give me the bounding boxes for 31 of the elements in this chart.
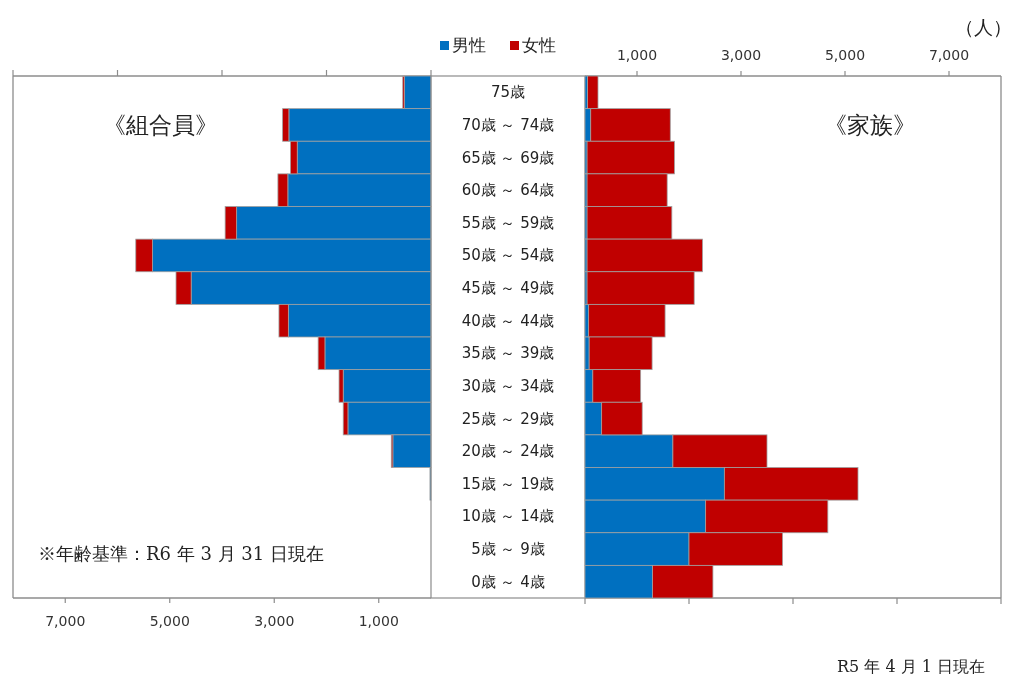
y-tick-label: 75歳 — [490, 83, 526, 102]
x-axis-title: （人） — [955, 16, 1012, 38]
y-tick-label: 70歳 ～ 74歳 — [461, 115, 555, 134]
x-tick-label: 1,000 — [358, 613, 399, 629]
y-tick-label: 25歳 ～ 29歳 — [461, 409, 555, 428]
y-tick-label: 50歳 ～ 54歳 — [461, 246, 555, 265]
y-tick-label: 60歳 ～ 64歳 — [461, 181, 555, 200]
y-tick-label: 45歳 ～ 49歳 — [461, 279, 555, 298]
annotation: ※年齢基準：R6 年 3 月 31 日現在 — [38, 543, 324, 564]
y-tick-label: 20歳 ～ 24歳 — [461, 442, 555, 461]
y-tick-label: 40歳 ～ 44歳 — [461, 311, 555, 330]
x-tick-label: 3,000 — [720, 47, 762, 63]
x-tick-label: 7,000 — [928, 47, 970, 63]
annotation: 《家族》 — [824, 112, 916, 138]
y-tick-label: 0歳 ～ 4歳 — [471, 572, 545, 591]
y-tick-label: 10歳 ～ 14歳 — [461, 507, 555, 526]
y-tick-label: 55歳 ～ 59歳 — [461, 213, 555, 232]
legend-label: 男性 — [452, 35, 486, 55]
x-tick-label: 7,000 — [45, 613, 86, 629]
legend-label: 女性 — [522, 35, 556, 55]
y-tick-label: 15歳 ～ 19歳 — [461, 474, 555, 493]
x-tick-label: 3,000 — [254, 613, 295, 629]
annotation: 《組合員》 — [102, 112, 218, 138]
x-tick-label: 5,000 — [149, 613, 190, 629]
y-tick-label: 5歳 ～ 9歳 — [471, 540, 545, 559]
text: R5 年 4 月 1 日現在 — [836, 657, 985, 676]
x-tick-label: 5,000 — [824, 47, 866, 63]
y-tick-label: 35歳 ～ 39歳 — [461, 344, 555, 363]
x-tick-label: 1,000 — [616, 47, 658, 63]
y-tick-label: 30歳 ～ 34歳 — [461, 376, 555, 395]
y-tick-label: 65歳 ～ 69歳 — [461, 148, 555, 167]
